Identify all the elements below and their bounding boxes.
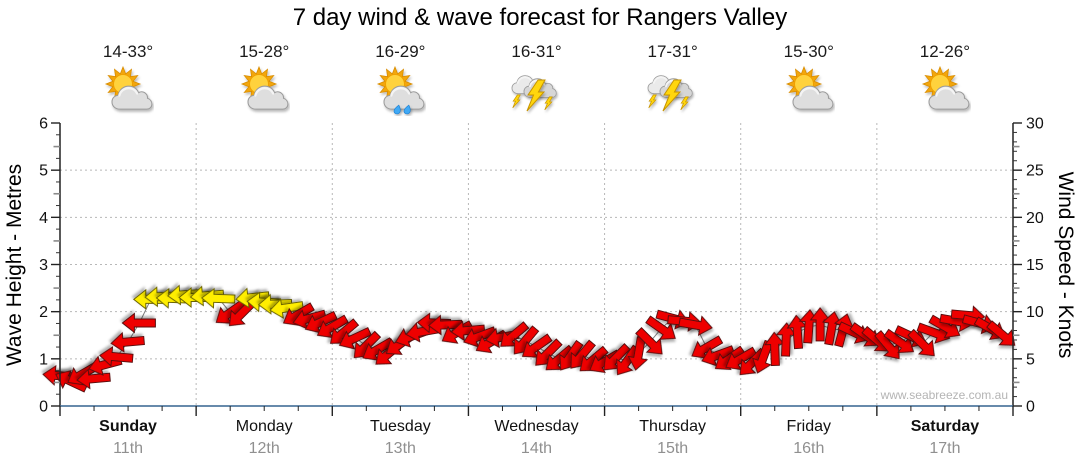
wind-arrow xyxy=(821,311,843,346)
partly-cloudy-icon xyxy=(60,65,196,116)
day-date: 12th xyxy=(248,440,280,457)
wind-arrow xyxy=(616,344,641,376)
day-column-saturday: 12-26° xyxy=(877,42,1013,116)
right-axis-label: Wind Speed - Knots xyxy=(1054,171,1077,359)
wind-arrow xyxy=(627,336,649,371)
day-name: Wednesday xyxy=(494,418,579,435)
temp-range: 17-31° xyxy=(647,42,698,61)
day-date: 13th xyxy=(384,440,416,457)
wind-arrow xyxy=(986,320,1016,346)
wind-arrow xyxy=(427,314,463,336)
wind-arrows xyxy=(42,284,1016,393)
wind-arrow xyxy=(521,333,553,358)
tick-label: 0 xyxy=(39,399,48,416)
day-column-monday: 15-28° xyxy=(196,42,332,116)
wind-arrow xyxy=(98,346,134,368)
wind-arrow xyxy=(362,337,395,361)
day-name: Saturday xyxy=(910,418,980,435)
tick-label: 25 xyxy=(1026,163,1044,180)
day-name: Sunday xyxy=(99,418,157,435)
day-name: Thursday xyxy=(639,418,706,435)
temp-range: 14-33° xyxy=(102,42,154,61)
temp-range: 16-29° xyxy=(375,42,426,61)
tick-label: 5 xyxy=(39,163,48,180)
wind-arrow xyxy=(603,343,631,371)
partly-cloudy-icon xyxy=(877,65,1013,116)
day-name: Tuesday xyxy=(369,418,431,435)
day-date: 11th xyxy=(113,440,144,457)
tick-label: 4 xyxy=(39,210,48,227)
temp-range: 16-31° xyxy=(511,42,562,61)
wind-arrow xyxy=(450,320,486,342)
day-name: Monday xyxy=(235,418,293,435)
wind-arrow xyxy=(907,328,935,357)
wind-arrow xyxy=(316,314,349,339)
wind-arrow xyxy=(678,315,713,337)
day-label-sunday: Sunday 11th xyxy=(60,418,196,458)
wind-arrow xyxy=(463,326,497,348)
day-column-tuesday: 16-29° xyxy=(332,42,468,116)
wind-arrow xyxy=(751,339,774,374)
wind-arrow xyxy=(775,322,797,357)
wind-arrow xyxy=(269,298,304,319)
temp-range: 15-28° xyxy=(239,42,290,61)
wind-arrow xyxy=(201,287,236,309)
wind-arrow xyxy=(500,321,530,347)
day-name: Friday xyxy=(786,418,831,435)
thunderstorm-icon xyxy=(605,66,741,116)
day-column-sunday: 14-33° xyxy=(60,42,196,116)
day-date: 17th xyxy=(929,440,961,457)
day-date: 15th xyxy=(657,440,689,457)
tick-label: 3 xyxy=(39,257,48,274)
day-column-friday: 15-30° xyxy=(741,42,877,116)
wind-arrow xyxy=(701,345,736,367)
thunderstorm-icon xyxy=(469,66,605,116)
tick-label: 2 xyxy=(39,304,48,321)
tick-label: 15 xyxy=(1026,257,1044,274)
wind-arrow xyxy=(874,330,900,360)
tick-label: 10 xyxy=(1026,304,1044,321)
day-date: 14th xyxy=(520,440,553,457)
wind-arrow xyxy=(809,307,831,342)
temp-range: 12-26° xyxy=(919,42,971,61)
tick-label: 20 xyxy=(1026,210,1044,227)
tick-label: 30 xyxy=(1026,116,1044,133)
wind-arrow xyxy=(121,312,156,334)
day-column-wednesday: 16-31° xyxy=(469,42,605,116)
wind-arrow xyxy=(304,310,338,334)
wind-arrow xyxy=(764,331,786,367)
wind-arrow xyxy=(691,335,724,359)
wind-arrow xyxy=(725,346,758,371)
wind-arrow xyxy=(110,331,145,353)
day-label-monday: Monday 12th xyxy=(196,418,332,458)
day-label-friday: Friday 16th xyxy=(741,418,877,458)
rain-showers-icon xyxy=(332,65,468,116)
tick-label: 5 xyxy=(1026,351,1035,368)
wind-arrow xyxy=(645,315,676,340)
wind-arrow xyxy=(635,327,663,355)
partly-cloudy-icon xyxy=(196,65,332,116)
tick-label: 0 xyxy=(1026,399,1035,416)
partly-cloudy-icon xyxy=(741,65,877,116)
day-label-thursday: Thursday 15th xyxy=(605,418,741,458)
day-date: 16th xyxy=(793,440,825,457)
tick-label: 6 xyxy=(39,116,48,133)
tick-label: 1 xyxy=(39,351,48,368)
chart-title: 7 day wind & wave forecast for Rangers V… xyxy=(292,4,788,31)
wind-arrow xyxy=(292,309,327,330)
day-label-saturday: Saturday 17th xyxy=(877,418,1013,458)
wind-arrow xyxy=(338,327,372,350)
left-axis-label: Wave Height - Metres xyxy=(3,163,26,367)
wind-arrow xyxy=(928,314,961,339)
watermark: www.seabreeze.com.au xyxy=(880,388,1008,402)
day-label-tuesday: Tuesday 13th xyxy=(332,418,468,458)
wind-arrow xyxy=(883,328,915,354)
day-label-wednesday: Wednesday 14th xyxy=(469,418,605,458)
temp-range: 15-30° xyxy=(783,42,834,61)
day-column-thursday: 17-31° xyxy=(605,42,741,116)
